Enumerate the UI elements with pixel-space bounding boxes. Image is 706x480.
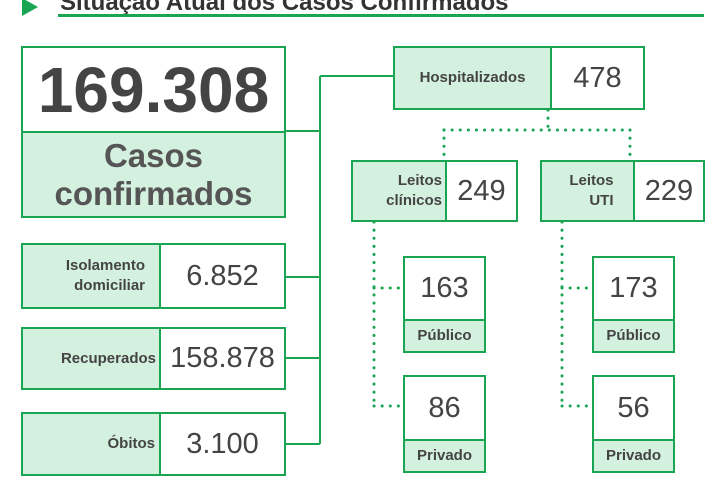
- confirmed-cases-value: 169.308: [37, 53, 270, 126]
- clinical-private-value: 86: [428, 391, 461, 424]
- icu-beds-label: Leitos UTI: [569, 172, 614, 209]
- icu-public-box: 173 Público: [592, 256, 675, 353]
- deaths-label: Óbitos: [107, 435, 156, 452]
- isolation-label: Isolamento domiciliar: [65, 257, 145, 294]
- icu-beds-value: 229: [644, 174, 694, 207]
- icu-private-label: Privado: [605, 447, 662, 464]
- clinical-private-box: 86 Privado: [403, 375, 486, 473]
- hospitalized-value: 478: [573, 61, 622, 94]
- icu-public-value: 173: [609, 272, 658, 304]
- clinical-public-label: Público: [417, 327, 472, 344]
- recovered-value: 158.878: [170, 342, 275, 374]
- confirmed-cases-label: Casos confirmados: [54, 136, 253, 212]
- clinical-public-box: 163 Público: [403, 256, 486, 353]
- clinical-public-value: 163: [420, 272, 469, 304]
- clinical-beds-value: 249: [457, 174, 506, 207]
- page-title: Situação Atual dos Casos Confirmados: [60, 0, 509, 16]
- isolation-box: Isolamento domiciliar 6.852: [21, 243, 286, 309]
- header-rule: [58, 14, 704, 17]
- clinical-private-label: Privado: [416, 447, 473, 464]
- deaths-box: Óbitos 3.100: [21, 412, 286, 476]
- recovered-label: Recuperados: [60, 349, 156, 367]
- icu-private-box: 56 Privado: [592, 375, 675, 473]
- icu-private-value: 56: [617, 391, 650, 424]
- hospitalized-label: Hospitalizados: [419, 69, 526, 86]
- icu-public-label: Público: [606, 327, 661, 344]
- hospitalized-box: Hospitalizados 478: [393, 46, 645, 110]
- recovered-box: Recuperados 158.878: [21, 327, 286, 390]
- clinical-beds-box: Leitos clínicos 249: [351, 160, 518, 222]
- confirmed-cases-box: 169.308 Casos confirmados: [21, 46, 286, 218]
- deaths-value: 3.100: [186, 427, 259, 460]
- isolation-value: 6.852: [186, 259, 259, 292]
- clinical-beds-label: Leitos clínicos: [386, 172, 442, 209]
- icu-beds-box: Leitos UTI 229: [540, 160, 705, 222]
- header-arrow-icon: [22, 0, 38, 16]
